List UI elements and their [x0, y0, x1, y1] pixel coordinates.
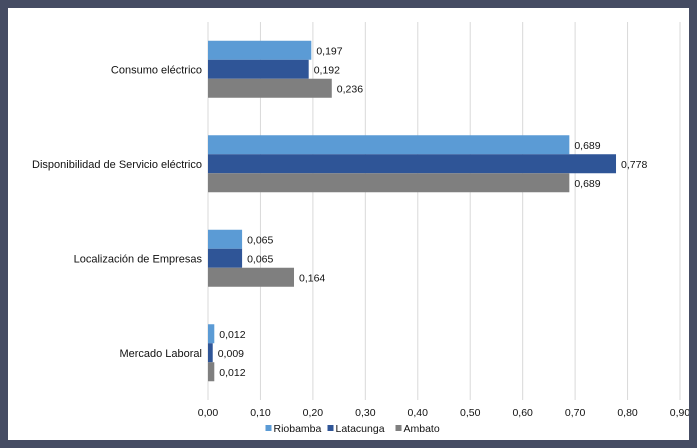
legend-label: Ambato [404, 423, 440, 435]
legend-label: Riobamba [274, 423, 322, 435]
bar [208, 59, 309, 79]
data-label: 0,012 [219, 367, 245, 379]
data-label: 0,197 [316, 45, 342, 57]
data-label: 0,065 [247, 253, 273, 265]
data-label: 0,192 [314, 64, 340, 76]
data-labels: 0,197 0,192 0,236 0,689 0,778 0,689 0,065 0,065… [218, 45, 648, 379]
legend: Riobamba Latacunga Ambato [265, 423, 440, 435]
x-tick-labels: 0,00 0,10 0,20 0,30 0,40 0,50 0,60 0,70 0,80 0,90 [198, 407, 689, 419]
bar [208, 267, 295, 287]
bar [208, 362, 215, 382]
bar [208, 343, 213, 363]
category-label: Disponibilidad de Servicio eléctrico [32, 159, 202, 171]
data-label: 0,164 [299, 272, 325, 284]
data-label: 0,689 [574, 140, 600, 152]
x-tick-label: 0,60 [512, 407, 533, 419]
data-label: 0,012 [219, 329, 245, 341]
bar [208, 229, 243, 249]
x-tick-label: 0,20 [303, 407, 324, 419]
legend-label: Latacunga [336, 423, 385, 435]
x-tick-label: 0,90 [670, 407, 689, 419]
x-tick-label: 0,70 [565, 407, 586, 419]
data-label: 0,009 [218, 348, 244, 360]
bar [208, 40, 312, 60]
data-label: 0,065 [247, 234, 273, 246]
bars [208, 40, 617, 382]
legend-swatch [265, 425, 272, 431]
x-tick-label: 0,40 [408, 407, 429, 419]
bar [208, 78, 332, 98]
legend-swatch [395, 425, 402, 431]
x-tick-label: 0,30 [355, 407, 376, 419]
bar [208, 135, 570, 155]
bar [208, 154, 617, 174]
x-tick-label: 0,00 [198, 407, 219, 419]
category-label: Localización de Empresas [74, 253, 203, 265]
x-tick-label: 0,10 [250, 407, 271, 419]
category-labels: Consumo eléctrico Disponibilidad de Servi… [32, 64, 202, 360]
legend-swatch [327, 425, 334, 431]
bar [208, 248, 243, 268]
chart-panel: 0,197 0,192 0,236 0,689 0,778 0,689 0,065 0,065… [8, 8, 689, 440]
data-label: 0,778 [621, 159, 647, 171]
data-label: 0,689 [574, 178, 600, 190]
bar [208, 173, 570, 193]
bar [208, 324, 215, 344]
x-tick-label: 0,80 [617, 407, 638, 419]
category-label: Mercado Laboral [119, 348, 202, 360]
bar-chart: 0,197 0,192 0,236 0,689 0,778 0,689 0,065 0,065… [32, 22, 689, 435]
category-label: Consumo eléctrico [111, 64, 202, 76]
x-tick-label: 0,50 [460, 407, 481, 419]
data-label: 0,236 [337, 83, 363, 95]
